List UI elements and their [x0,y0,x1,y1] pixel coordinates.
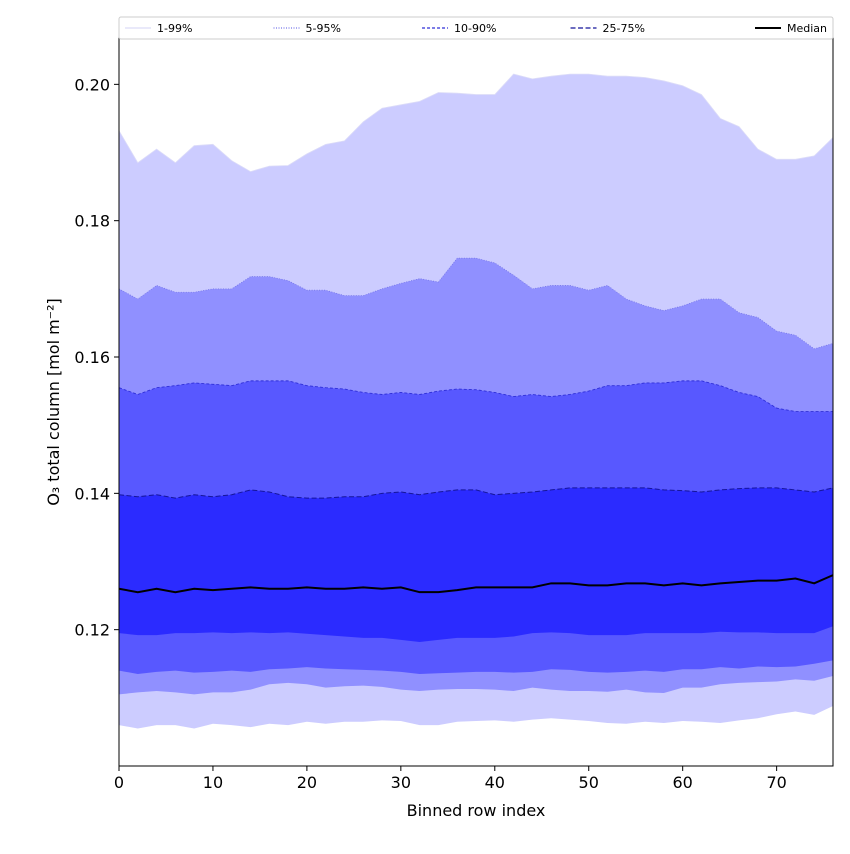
legend-box [118,16,834,40]
bands-layer [119,74,833,729]
y-tick-label: 0.18 [74,212,110,231]
legend-label: 5-95% [306,22,341,35]
x-axis-label: Binned row index [407,801,546,820]
y-tick-label: 0.20 [74,75,110,94]
x-tick-label: 20 [297,773,317,792]
x-tick-label: 50 [579,773,599,792]
x-tick-label: 10 [203,773,223,792]
legend-label: 10-90% [454,22,496,35]
legend: 1-99% 5-95% 10-90% 25-75% Median [118,16,834,40]
x-tick-label: 70 [766,773,786,792]
lines-layer [118,73,834,594]
x-tick-label: 0 [114,773,124,792]
legend-label: Median [787,22,827,35]
x-tick-label: 40 [485,773,505,792]
y-axis-ticks: 0.12 0.14 0.16 0.18 0.20 [74,75,119,640]
median-line [118,574,834,594]
y-tick-label: 0.14 [74,484,110,503]
band-10-90-upper-line [118,380,833,412]
y-axis-label: O₃ total column [mol m⁻²] [44,298,63,506]
x-tick-label: 30 [391,773,411,792]
legend-label: 25-75% [603,22,645,35]
band-25-75-area [119,487,833,642]
y-tick-label: 0.12 [74,621,110,640]
y-tick-label: 0.16 [74,348,110,367]
legend-label: 1-99% [157,22,192,35]
band-5-95-upper-line [118,257,834,350]
x-tick-label: 60 [673,773,693,792]
band-25-75-upper-line [118,487,834,499]
x-axis-ticks: 0 10 20 30 40 50 60 70 [114,766,787,792]
band-1-99-upper-line [118,73,834,173]
